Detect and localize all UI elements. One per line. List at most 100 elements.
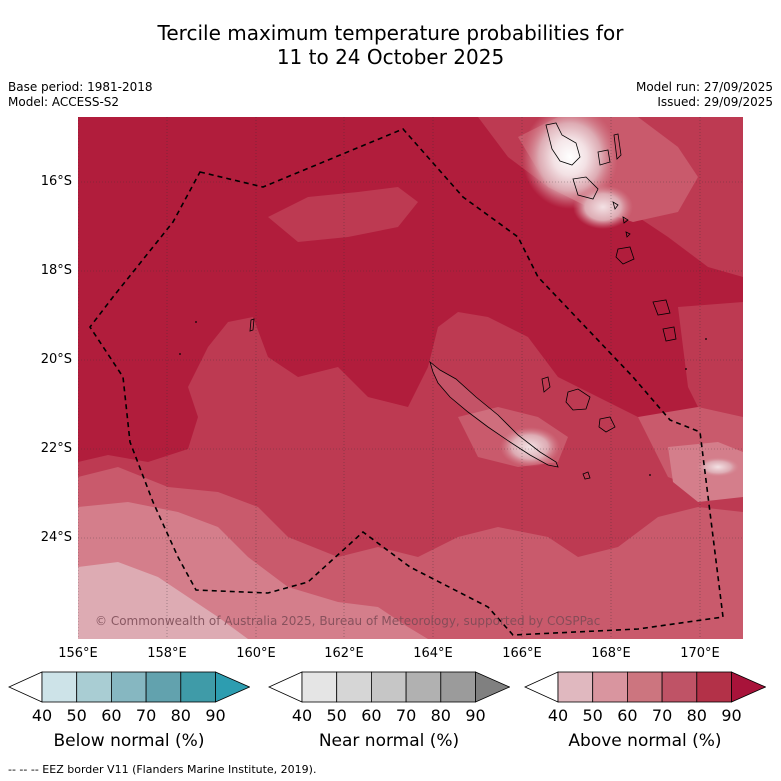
colorbar-max-extension [731,671,766,703]
meta-left: Base period: 1981-2018 Model: ACCESS-S2 [8,80,153,110]
map-canvas [77,105,743,639]
loyalty-lifou [565,388,591,411]
eez-footnote: -- -- -- EEZ border V11 (Flanders Marine… [8,763,317,776]
lat-label-20s: 20°S [40,352,72,367]
gridlines [77,117,743,639]
colorbar-segment [111,671,147,703]
colorbar-tick-label: 80 [686,706,707,725]
vanuatu-small-2 [622,216,629,224]
probability-map: © Commonwealth of Australia 2025, Bureau… [77,105,743,639]
eez-border [89,128,724,636]
islet-4 [705,338,707,340]
colorbar-title-near: Near normal (%) [318,731,460,751]
lon-label-164e: 164°E [413,646,453,661]
lon-label-160e: 160°E [236,646,276,661]
chesterfield-islet [249,318,255,332]
base-period: Base period: 1981-2018 [8,80,153,94]
colorbar-segment [76,671,112,703]
colorbar-segment [180,671,216,703]
colorbar-tick-label: 90 [465,706,486,725]
copyright-notice: © Commonwealth of Australia 2025, Bureau… [95,614,601,628]
hotspot-vanuatu [522,105,618,209]
colorbar-min-extension [524,671,559,703]
colorbar-segment [371,671,407,703]
colorbar-segment [405,671,442,703]
colorbar-tick-label: 60 [617,706,638,725]
field-80-blob1 [268,187,418,242]
colorbar-tick-label: 60 [101,706,122,725]
chart-title-line2: 11 to 24 October 2025 [276,45,505,69]
loyalty-mare [598,416,616,433]
model-run: Model run: 27/09/2025 [635,80,773,94]
colorbar-segment [336,671,372,703]
hotspot-loyalty [696,457,740,477]
colorbar-near-normal [268,671,510,703]
colorbar-segment [41,671,78,703]
colorbar-min-extension [268,671,303,703]
isle-of-pines [582,471,591,480]
colorbar-title-above: Above normal (%) [568,731,722,751]
islet-5 [685,368,687,370]
colorbar-tick-label: 80 [170,706,191,725]
islet-2 [195,321,197,323]
colorbar-segment [145,671,182,703]
colorbar-title-below: Below normal (%) [53,731,205,751]
vanuatu-malekula [572,176,599,200]
lat-label-22s: 22°S [40,441,72,456]
lon-label-158e: 158°E [147,646,187,661]
meta-right: Model run: 27/09/2025 Issued: 29/09/2025 [636,80,773,110]
lat-label-16s: 16°S [40,174,72,189]
lon-label-170e: 170°E [680,646,720,661]
vanuatu-efate [615,246,635,265]
colorbar-tick-label: 90 [205,706,226,725]
colorbar-tick-label: 70 [395,706,417,725]
lon-label-162e: 162°E [324,646,364,661]
vanuatu-small-1 [612,201,619,210]
colorbar-tick-label: 50 [326,706,347,725]
field-50-sw [78,562,248,639]
colorbar-below-normal [8,671,250,703]
hotspot-vanuatu-south [573,185,633,229]
loyalty-ouvea [541,376,551,393]
colorbar-tick-label: 80 [430,706,451,725]
vanuatu-pentecost [597,149,611,166]
colorbar-segment [696,671,732,703]
islet-3 [649,474,651,476]
colorbar-tick-label: 70 [135,706,157,725]
colorbar-tick-label: 40 [291,706,313,725]
vanuatu-tanna [662,326,677,342]
colorbar-tick-label: 40 [547,706,569,725]
vanuatu-small-3 [625,231,631,238]
vanuatu-erromango [652,299,671,316]
colorbar-segment [661,671,698,703]
colorbar-max-extension [475,671,510,703]
colorbar-above-normal [524,671,766,703]
issued-date: Issued: 29/09/2025 [657,95,773,109]
vanuatu-maewo [613,133,622,160]
lat-label-18s: 18°S [40,263,72,278]
vanuatu-espiritu-santo [545,122,581,166]
colorbar-tick-label: 50 [66,706,87,725]
colorbar-tick-label: 60 [361,706,382,725]
colorbar-tick-label: 50 [582,706,603,725]
field-80-east2 [678,302,743,437]
model-name: Model: ACCESS-S2 [8,95,120,109]
colorbar-segment [627,671,663,703]
lon-label-156e: 156°E [58,646,98,661]
lat-label-24s: 24°S [40,530,72,545]
lon-label-168e: 168°E [591,646,631,661]
islet-1 [179,353,181,355]
colorbar-tick-label: 40 [31,706,53,725]
colorbar-tick-label: 70 [651,706,673,725]
colorbar-tick-label: 90 [721,706,742,725]
new-caledonia-island [429,360,559,468]
colorbar-segment [592,671,628,703]
chart-title-line1: Tercile maximum temperature probabilitie… [157,21,624,45]
colorbar-segment [301,671,338,703]
colorbar-min-extension [8,671,43,703]
colorbar-max-extension [215,671,250,703]
colorbar-segment [440,671,476,703]
lon-label-166e: 166°E [502,646,542,661]
colorbar-segment [557,671,594,703]
hotspot-noumea [500,427,560,467]
